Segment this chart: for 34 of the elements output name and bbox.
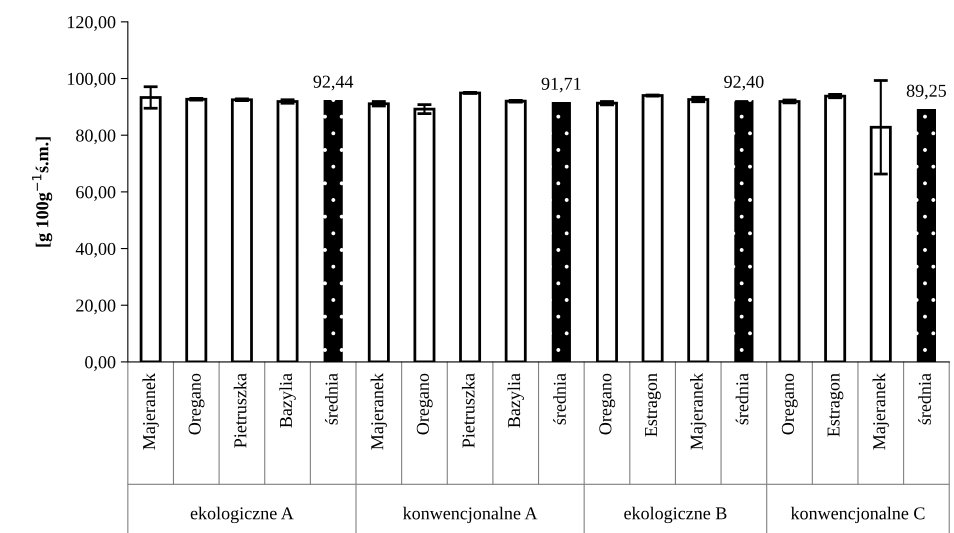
y-tick-label: 40,00 xyxy=(76,242,116,258)
x-tick-label: średnia xyxy=(736,373,748,424)
x-tick-label: Estragon xyxy=(645,373,661,437)
text: ekologiczne A xyxy=(190,506,294,524)
y-axis-title: [g 100g$^{−1}$ś.m.] xyxy=(32,137,52,247)
y-tick-label: 60,00 xyxy=(76,186,116,201)
y-tick-label: 20,00 xyxy=(76,299,116,314)
x-tick-label: Pietruszka xyxy=(462,373,475,448)
x-tick-label: Majeranek xyxy=(142,373,159,450)
x-tick-label: średnia xyxy=(918,373,931,424)
x-tick-label: Bazylia xyxy=(279,373,296,428)
y-tick-label: 80,00 xyxy=(76,129,116,144)
x-tick-label: Estragon xyxy=(828,373,844,437)
x-tick-label: Bazylia xyxy=(508,373,524,428)
data-label: 91,71 xyxy=(542,78,581,92)
y-tick-label: 100,00 xyxy=(68,72,116,88)
text: konwencjonalne C xyxy=(790,506,924,524)
text: konwencjonalne A xyxy=(402,506,538,524)
x-tick-label: Majeranek xyxy=(872,373,889,450)
data-label: 89,25 xyxy=(906,84,946,100)
y-tick-label: 120,00 xyxy=(68,16,116,31)
x-tick-label: średnia xyxy=(553,373,566,424)
data-label: 92,44 xyxy=(313,76,354,90)
x-tick-label: Oregano xyxy=(599,374,616,434)
x-tick-label: Oregano xyxy=(188,374,204,434)
y-tick-label: 0,00 xyxy=(85,356,116,371)
text: ekologiczne B xyxy=(624,506,726,524)
x-tick-label: Pietruszka xyxy=(234,373,246,448)
x-tick-label: Majeranek xyxy=(370,373,388,450)
x-tick-label: Oregano xyxy=(782,374,798,434)
x-tick-label: średnia xyxy=(324,373,338,424)
x-tick-label: Oregano xyxy=(416,374,433,434)
data-label: 92,40 xyxy=(724,76,764,90)
x-tick-label: Majeranek xyxy=(690,373,706,450)
